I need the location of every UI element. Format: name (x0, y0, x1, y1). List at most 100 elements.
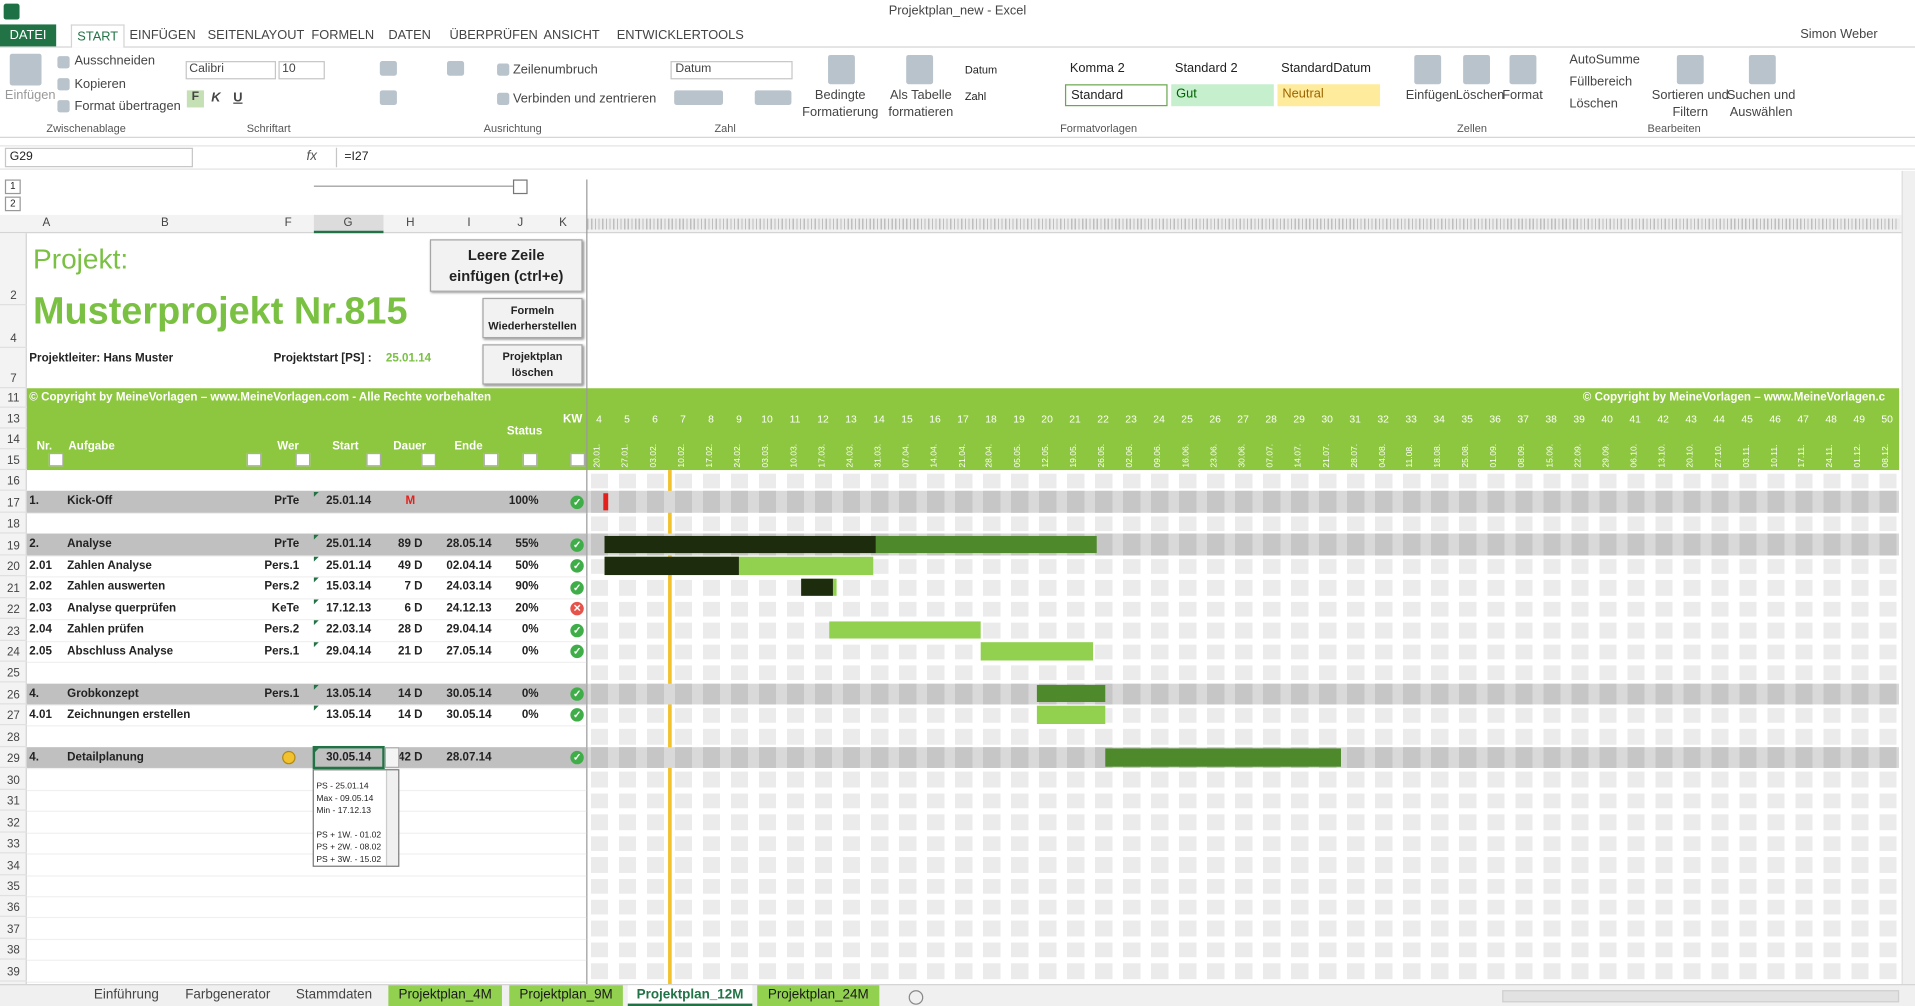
sheet-tab[interactable]: Farbgenerator (185, 987, 271, 1003)
row-header[interactable]: 38 (0, 939, 27, 961)
column-header[interactable]: I (467, 216, 471, 230)
row-header[interactable]: 24 (0, 640, 27, 662)
dropdown-item[interactable]: PS + 1W. - 01.02 (316, 831, 382, 840)
filter-button[interactable] (246, 452, 262, 467)
delete-cells-button[interactable]: Löschen (1455, 87, 1505, 103)
column-header[interactable]: H (406, 216, 415, 230)
cell-style[interactable]: Komma 2 (1069, 61, 1125, 76)
row-header[interactable]: 39 (0, 960, 27, 982)
row-header[interactable]: 7 (0, 348, 27, 389)
filter-button[interactable] (570, 452, 586, 467)
sheet-tab[interactable]: Stammdaten (295, 987, 373, 1003)
row-header[interactable]: 30 (0, 768, 27, 790)
ribbon-tab[interactable]: ANSICHT (543, 28, 600, 43)
sheet-tab[interactable]: Projektplan_4M (388, 985, 502, 1006)
row-header[interactable]: 22 (0, 598, 27, 620)
row-header[interactable]: 25 (0, 662, 27, 684)
cell-style[interactable]: Zahl (964, 90, 987, 103)
row-header[interactable]: 29 (0, 747, 27, 769)
row-header[interactable]: 36 (0, 896, 27, 918)
row-header[interactable]: 20 (0, 555, 27, 577)
dropdown-item[interactable]: Max - 09.05.14 (316, 794, 374, 804)
font-name-box[interactable]: Calibri (185, 61, 277, 80)
outline-collapse[interactable] (512, 179, 528, 195)
ribbon-tab[interactable]: ÜBERPRÜFEN (449, 28, 538, 43)
filter-button[interactable] (483, 452, 499, 467)
row-header[interactable]: 11 (0, 388, 27, 408)
column-header[interactable]: F (284, 216, 292, 230)
ribbon-tab[interactable]: ENTWICKLERTOOLS (616, 28, 744, 43)
vertical-scrollbar[interactable] (1901, 170, 1915, 987)
horizontal-scrollbar[interactable] (1502, 990, 1900, 1003)
ribbon-tab[interactable]: DATEN (388, 28, 431, 43)
cell-dropdown-button[interactable] (384, 747, 400, 768)
font-size-box[interactable]: 10 (278, 61, 325, 80)
name-box[interactable] (4, 147, 193, 168)
row-header[interactable]: 14 (0, 429, 27, 450)
row-header[interactable]: 34 (0, 854, 27, 875)
fill-button[interactable]: Füllbereich (1569, 74, 1633, 90)
row-header[interactable]: 31 (0, 790, 27, 811)
row-header[interactable]: 15 (0, 449, 27, 471)
dropdown-item[interactable]: PS - 25.01.14 (316, 782, 369, 791)
filter-button[interactable] (366, 452, 382, 467)
format-painter[interactable]: Format übertragen (74, 98, 181, 114)
action-button[interactable]: Projektplan löschen (482, 344, 583, 385)
row-header[interactable]: 26 (0, 683, 27, 705)
formula-input[interactable] (335, 147, 1915, 168)
sheet-tab[interactable]: Projektplan_12M (627, 985, 753, 1006)
ribbon-tab[interactable]: START (70, 24, 125, 48)
ribbon-tab[interactable]: DATEI (0, 24, 57, 47)
row-header[interactable]: 23 (0, 619, 27, 641)
user-name[interactable]: Simon Weber (1800, 26, 1878, 42)
row-header[interactable]: 35 (0, 875, 27, 897)
italic-button[interactable]: K (211, 90, 221, 105)
row-header[interactable]: 27 (0, 704, 27, 726)
insert-cells-button[interactable]: Einfügen (1405, 87, 1457, 103)
dropdown-list[interactable]: PS - 25.01.14 Max - 09.05.14 Min - 17.12.1… (312, 768, 400, 867)
filter-button[interactable] (421, 452, 437, 467)
copy-button[interactable]: Kopieren (74, 76, 126, 92)
clear-button[interactable]: Löschen (1569, 96, 1618, 112)
filter-button[interactable] (48, 452, 64, 467)
sort-filter-button[interactable]: Sortieren und Filtern (1651, 87, 1729, 120)
number-format-box[interactable]: Datum (670, 61, 793, 80)
warning-icon[interactable] (282, 750, 296, 765)
dropdown-scrollbar[interactable] (385, 770, 399, 866)
wrap-text-button[interactable]: Zeilenumbruch (512, 62, 598, 77)
add-sheet[interactable] (908, 990, 924, 1005)
filter-button[interactable] (522, 452, 538, 467)
cell-style[interactable]: StandardDatum (1281, 61, 1371, 76)
column-header[interactable]: B (161, 216, 169, 230)
ribbon-tab[interactable]: EINFÜGEN (129, 28, 196, 43)
action-button[interactable]: Leere Zeile einfügen (ctrl+e) (429, 239, 583, 292)
outline-level-button[interactable]: 1 (4, 179, 21, 195)
filter-button[interactable] (295, 452, 311, 467)
ribbon-tab[interactable]: FORMELN (311, 28, 375, 43)
column-header[interactable]: G (343, 216, 353, 230)
find-select-button[interactable]: Suchen und Auswählen (1726, 87, 1796, 120)
sheet-tab[interactable]: Projektplan_9M (509, 985, 623, 1006)
row-header[interactable]: 32 (0, 811, 27, 833)
cell-style[interactable]: Standard 2 (1174, 61, 1238, 76)
cell-style[interactable]: Standard (1064, 84, 1168, 107)
row-header[interactable]: 13 (0, 408, 27, 429)
format-as-table-button[interactable]: Als Tabelle formatieren (888, 87, 954, 120)
format-cells-button[interactable]: Format (1502, 87, 1543, 103)
sheet-tab[interactable]: Einführung (93, 987, 159, 1003)
dropdown-item[interactable]: PS + 3W. - 15.02 (316, 855, 382, 865)
row-header[interactable]: 17 (0, 491, 27, 513)
row-header[interactable]: 18 (0, 513, 27, 534)
dropdown-item[interactable]: Min - 17.12.13 (316, 806, 371, 816)
row-header[interactable]: 16 (0, 470, 27, 492)
row-header[interactable]: 19 (0, 534, 27, 556)
row-header[interactable]: 4 (0, 305, 27, 348)
cell-style[interactable]: Gut (1171, 84, 1274, 107)
autosum-button[interactable]: AutoSumme (1569, 52, 1640, 68)
action-button[interactable]: Formeln Wiederherstellen (482, 297, 583, 339)
column-header[interactable]: J (517, 216, 524, 230)
dropdown-item[interactable]: PS + 2W. - 08.02 (316, 843, 382, 852)
row-header[interactable]: 37 (0, 917, 27, 939)
sheet-tab[interactable]: Projektplan_24M (757, 985, 880, 1006)
ribbon-tab[interactable]: SEITENLAYOUT (207, 28, 305, 43)
